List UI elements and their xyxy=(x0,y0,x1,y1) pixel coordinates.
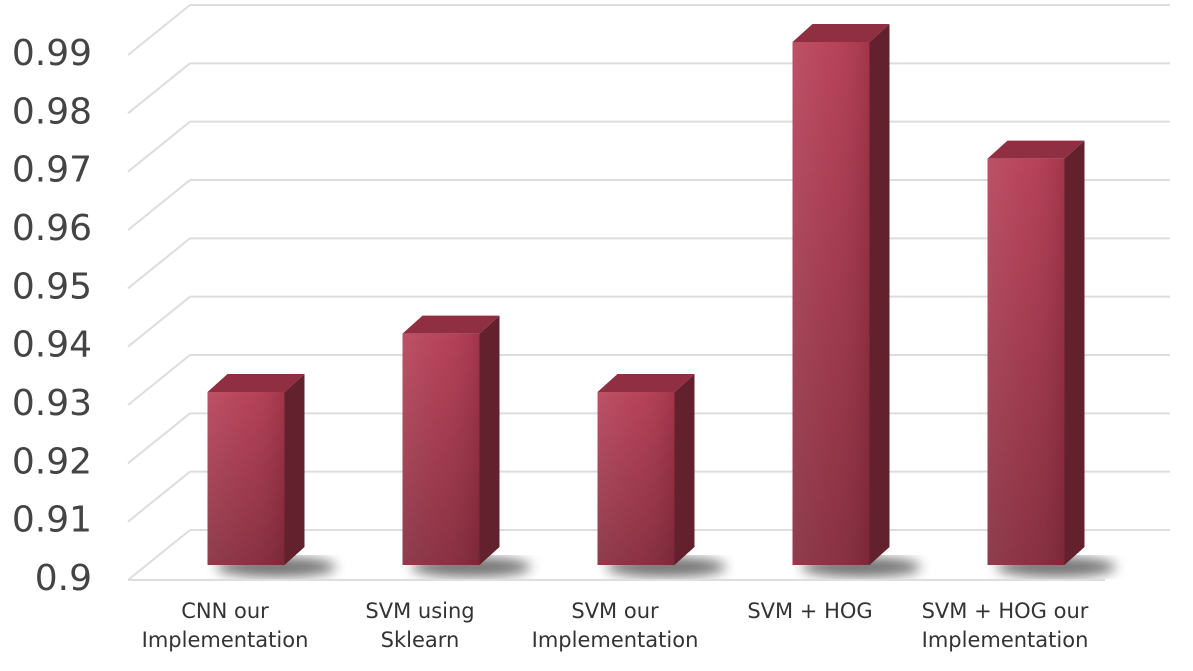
y-tick-label: 0.91 xyxy=(12,500,92,541)
bar-side xyxy=(869,24,890,565)
bar-shade xyxy=(207,392,285,565)
grid-line-side xyxy=(127,4,191,56)
y-tick-label: 0.98 xyxy=(12,91,92,132)
y-tick-label: 0.92 xyxy=(12,441,92,482)
bar-top xyxy=(402,315,500,334)
y-tick-label: 0.97 xyxy=(12,150,92,191)
x-tick-label: CNN our Implementation xyxy=(141,599,309,652)
bar-side xyxy=(284,374,305,565)
bar-top xyxy=(792,24,890,42)
grid-line-side xyxy=(127,179,191,231)
bar-side xyxy=(674,374,695,565)
y-tick-label: 0.95 xyxy=(12,266,92,307)
y-tick-label: 0.96 xyxy=(12,208,92,249)
grid-line-side xyxy=(127,529,191,581)
bar-side xyxy=(1064,140,1085,565)
grid-line-side xyxy=(127,120,191,173)
y-tick-label: 0.9 xyxy=(35,558,92,599)
bar-shade xyxy=(792,42,870,565)
y-tick-label: 0.94 xyxy=(12,325,92,366)
bar-top xyxy=(597,374,695,392)
x-tick-label: SVM using Sklearn xyxy=(365,599,475,652)
bar-shade xyxy=(987,158,1065,565)
y-tick-label: 0.99 xyxy=(12,33,92,74)
grid-line-side xyxy=(127,470,191,523)
grid-line-side xyxy=(127,237,191,290)
bar-side xyxy=(479,315,500,565)
bar-top xyxy=(987,140,1085,159)
bar-top xyxy=(207,374,305,392)
grid-line-side xyxy=(127,62,191,115)
x-tick-label: SVM our Implementation xyxy=(531,599,699,652)
y-tick-label: 0.93 xyxy=(12,383,92,424)
bar-shade xyxy=(597,392,675,565)
x-tick-label: SVM + HOG our Implementation xyxy=(921,599,1089,652)
grid-line-side xyxy=(127,412,191,465)
x-tick-label: SVM + HOG xyxy=(747,599,873,623)
grid-line-side xyxy=(127,295,191,348)
bar-shade xyxy=(402,333,480,565)
grid-line-side xyxy=(127,354,191,406)
